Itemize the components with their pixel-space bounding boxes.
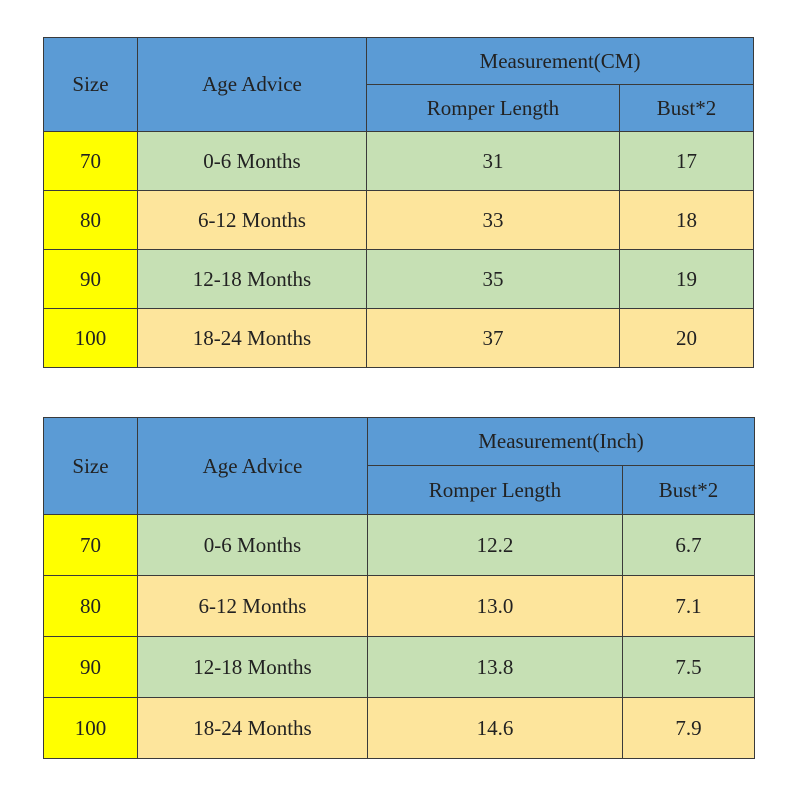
age-cell: 12-18 Months [137, 636, 368, 698]
size-table-cm: Size Age Advice Measurement(CM) Romper Leng… [43, 37, 754, 368]
age-cell: 6-12 Months [137, 575, 368, 637]
length-cell: 33 [366, 190, 620, 250]
measurement-header: Measurement(Inch) [367, 417, 755, 466]
measurement-header: Measurement(CM) [366, 37, 754, 85]
data-row: 90 12-18 Months 35 19 [43, 249, 754, 309]
data-row: 70 0-6 Months 31 17 [43, 131, 754, 191]
header-row: Size Age Advice Measurement(CM) [43, 37, 754, 132]
size-cell: 80 [43, 575, 138, 637]
header-row: Romper Length Bust*2 [44, 84, 754, 132]
data-row: 80 6-12 Months 33 18 [43, 190, 754, 250]
age-cell: 18-24 Months [137, 697, 368, 759]
column-header: Romper Length [366, 84, 620, 132]
data-row: 80 6-12 Months 13.0 7.1 [43, 575, 755, 637]
column-header: Romper Length [367, 465, 623, 515]
bust-cell: 7.1 [622, 575, 755, 637]
length-cell: 35 [366, 249, 620, 309]
bust-cell: 18 [619, 190, 754, 250]
bust-cell: 6.7 [622, 514, 755, 576]
length-cell: 31 [366, 131, 620, 191]
data-row: 70 0-6 Months 12.2 6.7 [43, 514, 755, 576]
size-cell: 70 [43, 131, 138, 191]
age-cell: 0-6 Months [137, 131, 367, 191]
age-cell: 0-6 Months [137, 514, 368, 576]
size-header: Size [43, 417, 138, 515]
data-row: 90 12-18 Months 13.8 7.5 [43, 636, 755, 698]
data-row: 100 18-24 Months 14.6 7.9 [43, 697, 755, 759]
bust-cell: 7.5 [622, 636, 755, 698]
size-table-inch: Size Age Advice Measurement(Inch) Romper Le… [43, 417, 755, 759]
column-header: Bust*2 [619, 84, 754, 132]
bust-cell: 20 [619, 308, 754, 368]
size-cell: 70 [43, 514, 138, 576]
bust-cell: 17 [619, 131, 754, 191]
age-header: Age Advice [137, 417, 368, 515]
age-cell: 6-12 Months [137, 190, 367, 250]
length-cell: 13.8 [367, 636, 623, 698]
size-header: Size [43, 37, 138, 132]
length-cell: 37 [366, 308, 620, 368]
age-header: Age Advice [137, 37, 367, 132]
size-cell: 90 [43, 249, 138, 309]
age-cell: 12-18 Months [137, 249, 367, 309]
size-cell: 90 [43, 636, 138, 698]
bust-cell: 7.9 [622, 697, 755, 759]
size-cell: 80 [43, 190, 138, 250]
length-cell: 12.2 [367, 514, 623, 576]
bust-cell: 19 [619, 249, 754, 309]
length-cell: 13.0 [367, 575, 623, 637]
length-cell: 14.6 [367, 697, 623, 759]
size-cell: 100 [43, 308, 138, 368]
size-cell: 100 [43, 697, 138, 759]
data-row: 100 18-24 Months 37 20 [43, 308, 754, 368]
header-row: Size Age Advice Measurement(Inch) [43, 417, 755, 515]
column-header: Bust*2 [622, 465, 755, 515]
age-cell: 18-24 Months [137, 308, 367, 368]
